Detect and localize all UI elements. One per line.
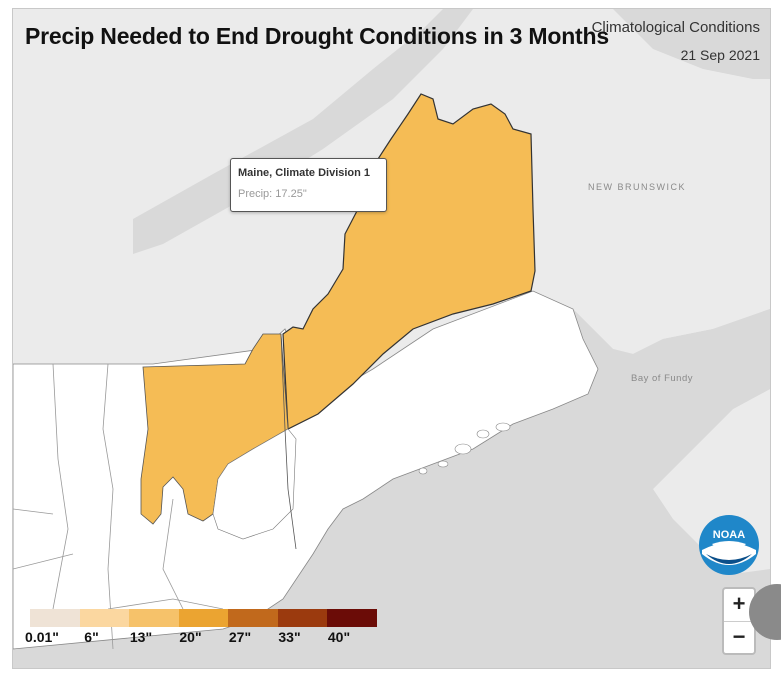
zoom-out-button[interactable]: − xyxy=(732,624,746,649)
legend-swatch xyxy=(327,609,377,627)
map-title: Precip Needed to End Drought Conditions … xyxy=(25,23,609,49)
map-date: 21 Sep 2021 xyxy=(680,47,760,63)
tooltip-region-name: Maine, Climate Division 1 xyxy=(238,167,371,179)
map-canvas[interactable] xyxy=(13,9,770,668)
legend-swatches xyxy=(30,609,377,627)
legend-swatch xyxy=(79,609,129,627)
coastal-islands xyxy=(418,422,511,475)
legend-swatch xyxy=(228,609,278,627)
color-legend: 0.01" 6" 13" 20" 27" 33" 40" xyxy=(25,609,377,649)
label-new-brunswick: NEW BRUNSWICK xyxy=(588,182,686,192)
legend-swatch xyxy=(178,609,228,627)
bay-of-fundy xyxy=(573,309,770,489)
legend-swatch xyxy=(277,609,327,627)
legend-labels: 0.01" 6" 13" 20" 27" 33" 40" xyxy=(25,629,377,649)
tooltip-precip-value: Precip: 17.25" xyxy=(238,188,307,200)
noaa-logo-icon[interactable]: NOAA xyxy=(698,514,760,576)
nh-south-region xyxy=(212,428,297,540)
noaa-logo-text: NOAA xyxy=(713,529,745,541)
legend-swatch xyxy=(30,609,80,627)
legend-label: 6" xyxy=(84,629,99,645)
legend-swatch xyxy=(129,609,179,627)
legend-label: 33" xyxy=(278,629,301,645)
nh-vt-climate-division[interactable] xyxy=(140,333,289,525)
maine-climate-division-1[interactable] xyxy=(282,93,536,430)
state-boundaries xyxy=(13,363,224,650)
maine-nh-border xyxy=(280,333,297,550)
st-lawrence-river xyxy=(133,9,473,254)
map-panel[interactable]: Precip Needed to End Drought Conditions … xyxy=(12,8,771,669)
legend-label: 0.01" xyxy=(25,629,59,645)
label-bay-of-fundy: Bay of Fundy xyxy=(631,373,693,384)
legend-label: 20" xyxy=(179,629,202,645)
region-tooltip: Maine, Climate Division 1 Precip: 17.25" xyxy=(230,158,387,212)
legend-label: 40" xyxy=(327,629,351,645)
legend-label: 13" xyxy=(129,629,153,645)
map-subtitle: Climatological Conditions xyxy=(591,19,760,36)
legend-label: 27" xyxy=(228,629,252,645)
zoom-in-button[interactable]: + xyxy=(724,589,754,622)
